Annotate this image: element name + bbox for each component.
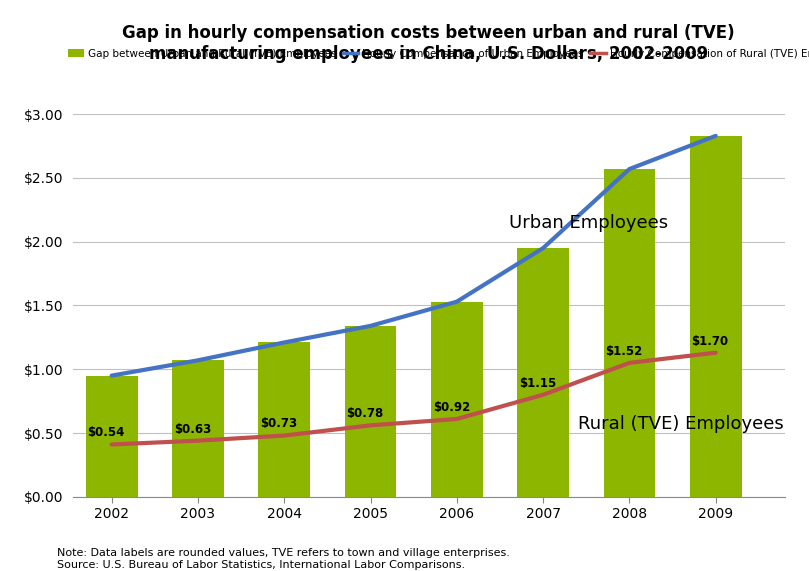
Text: $1.70: $1.70 [692,335,729,348]
Bar [604,169,655,497]
Text: $0.78: $0.78 [346,407,383,420]
Text: $0.92: $0.92 [433,401,470,414]
Text: $0.73: $0.73 [260,417,297,431]
Text: $1.15: $1.15 [519,377,557,389]
Text: Urban Employees: Urban Employees [509,214,667,232]
Title: Gap in hourly compensation costs between urban and rural (TVE)
manufacturing emp: Gap in hourly compensation costs between… [122,24,735,63]
Text: $0.54: $0.54 [87,427,125,440]
Bar [172,360,224,497]
Bar [690,136,742,497]
Bar [345,326,396,497]
Legend: Gap between Urban and Rural (TVE) Employees, Hourly Compensation of Urban Employ: Gap between Urban and Rural (TVE) Employ… [64,45,809,63]
Bar [86,376,138,497]
Text: Source: U.S. Bureau of Labor Statistics, International Labor Comparisons.: Source: U.S. Bureau of Labor Statistics,… [57,560,464,570]
Text: Note: Data labels are rounded values, TVE refers to town and village enterprises: Note: Data labels are rounded values, TV… [57,548,510,558]
Text: $1.52: $1.52 [605,345,642,358]
Bar [258,343,310,497]
Bar [431,301,483,497]
Text: $0.63: $0.63 [174,423,211,436]
Text: Rural (TVE) Employees: Rural (TVE) Employees [578,415,783,433]
Bar [517,248,569,497]
